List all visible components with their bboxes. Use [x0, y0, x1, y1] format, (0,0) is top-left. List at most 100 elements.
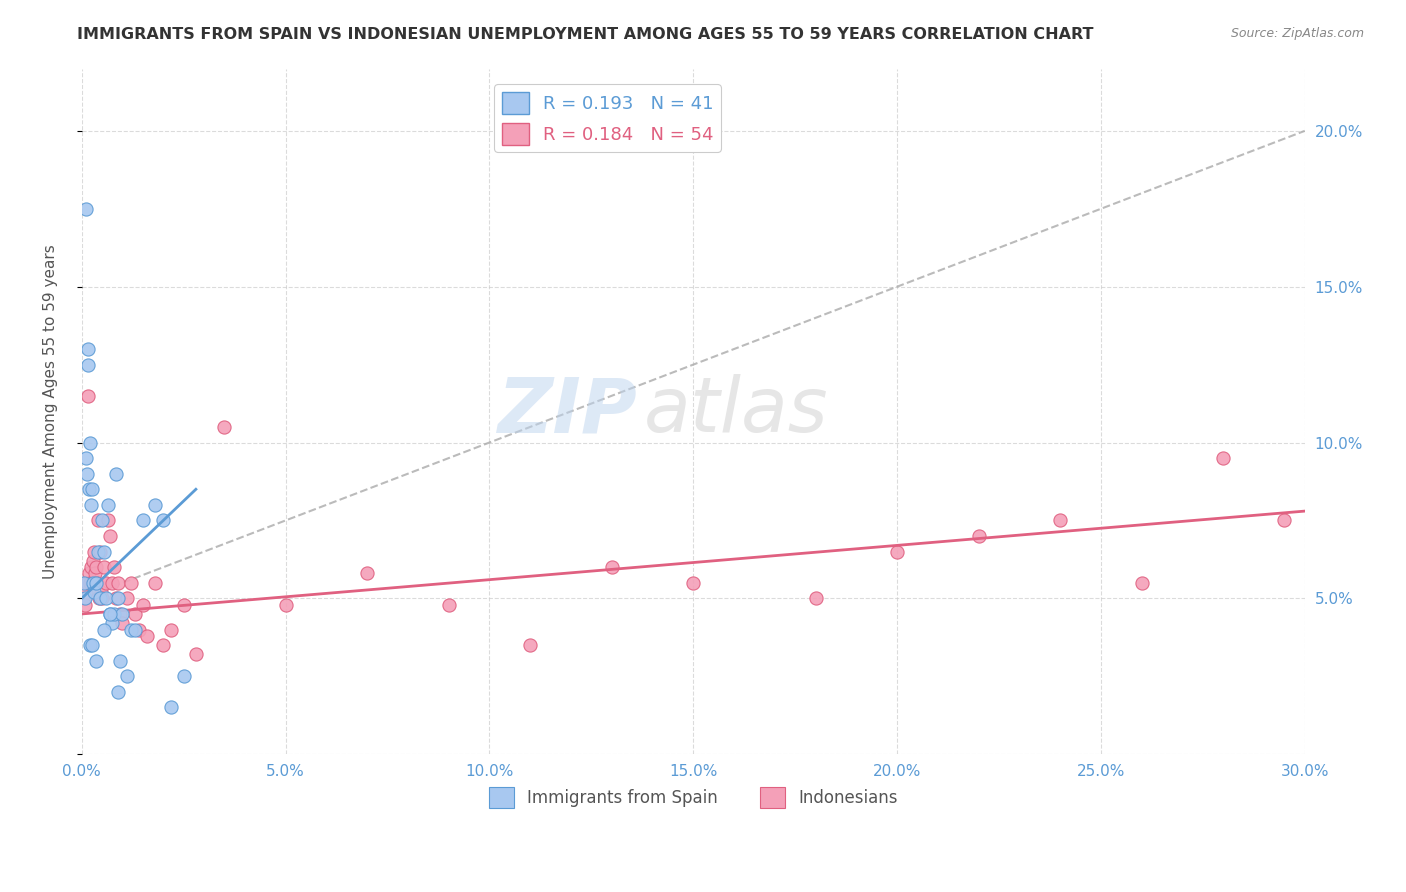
Point [89, 591, 111, 606]
Point [83, 585, 105, 599]
Point [115, 591, 138, 606]
Point [73, 591, 96, 606]
Point [160, 700, 183, 714]
Point [132, 513, 155, 527]
Point [101, 575, 124, 590]
Point [886, 544, 908, 558]
Point [96, 575, 118, 590]
Point [73, 591, 96, 606]
Point [93, 623, 115, 637]
Point [124, 607, 146, 621]
Point [103, 560, 125, 574]
Point [128, 623, 150, 637]
Point [143, 575, 166, 590]
Point [73, 575, 96, 590]
Point [77, 566, 100, 581]
Point [1212, 451, 1234, 466]
Point [76, 358, 98, 372]
Point [967, 529, 990, 543]
Point [519, 638, 541, 652]
Point [120, 575, 142, 590]
Point [76, 342, 98, 356]
Point [173, 598, 195, 612]
Point [132, 598, 155, 612]
Point [1130, 575, 1153, 590]
Point [274, 598, 297, 612]
Point [97, 498, 120, 512]
Point [93, 544, 115, 558]
Point [107, 575, 129, 590]
Point [682, 575, 704, 590]
Point [91, 591, 114, 606]
Point [82, 554, 104, 568]
Point [111, 616, 134, 631]
Point [105, 591, 128, 606]
Point [96, 591, 118, 606]
Text: IMMIGRANTS FROM SPAIN VS INDONESIAN UNEMPLOYMENT AMONG AGES 55 TO 59 YEARS CORRE: IMMIGRANTS FROM SPAIN VS INDONESIAN UNEM… [77, 27, 1094, 42]
Text: ZIP: ZIP [499, 375, 638, 449]
Point [80, 575, 103, 590]
Point [84, 560, 107, 574]
Point [90, 585, 112, 599]
Point [84, 654, 107, 668]
Point [76, 389, 98, 403]
Point [101, 616, 124, 631]
Point [77, 483, 100, 497]
Point [87, 513, 110, 527]
Point [79, 435, 101, 450]
Point [111, 607, 134, 621]
Point [1274, 513, 1296, 527]
Point [84, 575, 107, 590]
Point [73, 598, 96, 612]
Point [98, 529, 121, 543]
Point [110, 607, 132, 621]
Point [184, 648, 207, 662]
Point [152, 638, 174, 652]
Point [91, 513, 114, 527]
Point [76, 575, 98, 590]
Point [124, 623, 146, 637]
Point [80, 638, 103, 652]
Text: Source: ZipAtlas.com: Source: ZipAtlas.com [1230, 27, 1364, 40]
Point [105, 467, 128, 481]
Point [98, 607, 121, 621]
Point [97, 513, 120, 527]
Point [136, 629, 159, 643]
Point [87, 591, 110, 606]
Point [103, 607, 125, 621]
Point [80, 560, 103, 574]
Point [804, 591, 827, 606]
Point [75, 585, 97, 599]
Y-axis label: Unemployment Among Ages 55 to 59 years: Unemployment Among Ages 55 to 59 years [44, 244, 58, 579]
Point [79, 575, 101, 590]
Point [76, 467, 98, 481]
Point [107, 591, 129, 606]
Point [214, 420, 236, 434]
Point [152, 513, 174, 527]
Point [93, 560, 115, 574]
Point [75, 451, 97, 466]
Point [437, 598, 460, 612]
Point [115, 669, 138, 683]
Point [120, 623, 142, 637]
Point [600, 560, 623, 574]
Point [83, 544, 105, 558]
Point [160, 623, 183, 637]
Point [86, 575, 108, 590]
Text: atlas: atlas [644, 375, 828, 449]
Point [75, 202, 97, 216]
Point [173, 669, 195, 683]
Point [79, 638, 101, 652]
Point [87, 544, 110, 558]
Legend: Immigrants from Spain, Indonesians: Immigrants from Spain, Indonesians [482, 780, 904, 814]
Point [80, 498, 103, 512]
Point [83, 566, 105, 581]
Point [356, 566, 378, 581]
Point [1049, 513, 1071, 527]
Point [143, 498, 166, 512]
Point [110, 654, 132, 668]
Point [107, 685, 129, 699]
Point [89, 544, 111, 558]
Point [80, 483, 103, 497]
Point [82, 575, 104, 590]
